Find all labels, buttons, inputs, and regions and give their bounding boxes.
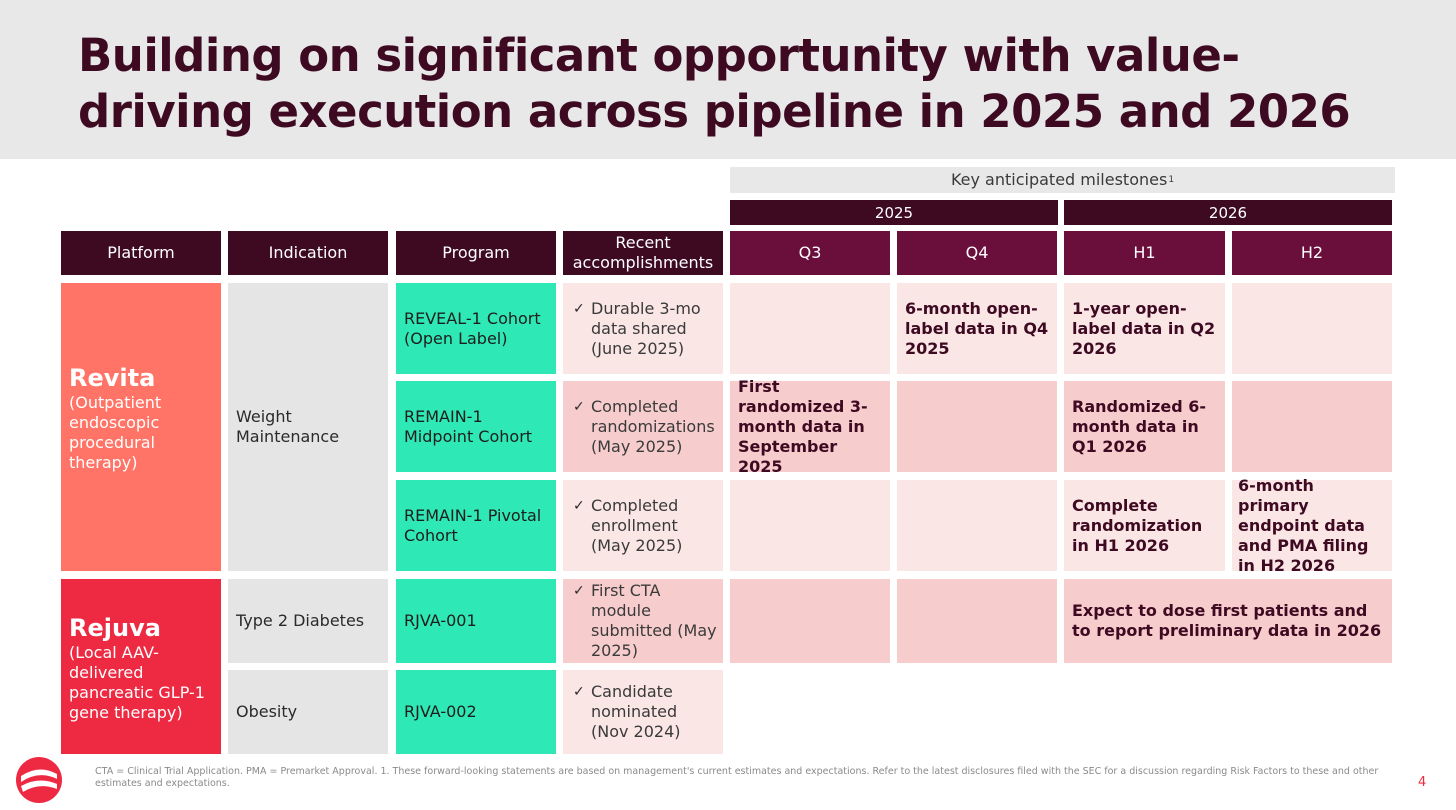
milestone-rjva-001-h1-h2: Expect to dose first patients and to rep…	[1064, 579, 1392, 663]
recent-remain-1-pivotal: ✓ Completed enrollment (May 2025)	[563, 480, 723, 571]
indication-type-2-diabetes: Type 2 Diabetes	[228, 579, 388, 663]
check-icon: ✓	[573, 398, 585, 415]
milestone-reveal-1-h2	[1232, 283, 1392, 374]
milestone-remain-1-midpoint-h1: Randomized 6-month data in Q1 2026	[1064, 381, 1225, 472]
program-remain-1-midpoint: REMAIN-1 Midpoint Cohort	[396, 381, 556, 472]
col-header-platform: Platform	[61, 231, 221, 275]
milestone-remain-1-midpoint-h2	[1232, 381, 1392, 472]
milestone-remain-1-midpoint-q3: First randomized 3-month data in Septemb…	[730, 377, 890, 476]
col-header-recent: Recent accomplishments	[563, 231, 723, 275]
col-header-h1: H1	[1064, 231, 1225, 275]
col-header-program: Program	[396, 231, 556, 275]
recent-rjva-001-text: First CTA module submitted (May 2025)	[591, 581, 717, 660]
milestone-remain-1-pivotal-q4	[897, 480, 1057, 571]
check-icon: ✓	[573, 583, 585, 599]
company-logo-icon	[16, 757, 62, 803]
program-reveal-1: REVEAL-1 Cohort (Open Label)	[396, 283, 556, 374]
col-header-indication: Indication	[228, 231, 388, 275]
milestone-remain-1-pivotal-q3	[730, 480, 890, 571]
col-header-q4: Q4	[897, 231, 1057, 275]
milestones-header-label: Key anticipated milestones	[950, 170, 1168, 189]
col-header-h2: H2	[1232, 231, 1392, 275]
milestone-rjva-001-q3	[730, 579, 890, 663]
check-icon: ✓	[573, 497, 585, 514]
page-number: 4	[1418, 775, 1427, 790]
platform-revita-name: Revita	[69, 364, 156, 392]
milestones-header: Key anticipated milestones 1	[730, 167, 1395, 193]
recent-rjva-001: ✓ First CTA module submitted (May 2025)	[563, 579, 723, 663]
col-header-q3: Q3	[730, 231, 890, 275]
recent-remain-1-midpoint-text: Completed randomizations (May 2025)	[591, 396, 715, 456]
milestone-rjva-001-q4	[897, 579, 1057, 663]
header-band	[0, 0, 1456, 159]
milestone-remain-1-pivotal-h1: Complete randomization in H1 2026	[1064, 480, 1225, 571]
recent-rjva-002-text: Candidate nominated (Nov 2024)	[591, 682, 681, 741]
milestones-header-sup: 1	[1168, 175, 1175, 185]
recent-remain-1-midpoint: ✓ Completed randomizations (May 2025)	[563, 381, 723, 472]
milestone-reveal-1-h1: 1-year open-label data in Q2 2026	[1064, 283, 1225, 374]
page-title: Building on significant opportunity with…	[78, 29, 1351, 138]
milestone-reveal-1-q4: 6-month open-label data in Q4 2025	[897, 283, 1057, 374]
recent-reveal-1-text: Durable 3-mo data shared (June 2025)	[591, 298, 701, 358]
program-remain-1-pivotal: REMAIN-1 Pivotal Cohort	[396, 480, 556, 571]
program-rjva-002: RJVA-002	[396, 670, 556, 754]
milestone-remain-1-midpoint-q4	[897, 381, 1057, 472]
platform-rejuva: Rejuva (Local AAV-delivered pancreatic G…	[61, 579, 221, 754]
platform-revita: Revita (Outpatient endoscopic procedural…	[61, 283, 221, 571]
check-icon: ✓	[573, 684, 585, 700]
year-2025-header: 2025	[730, 200, 1058, 225]
milestone-reveal-1-q3	[730, 283, 890, 374]
platform-rejuva-desc: (Local AAV-delivered pancreatic GLP-1 ge…	[69, 643, 205, 722]
footnote: CTA = Clinical Trial Application. PMA = …	[95, 766, 1379, 789]
check-icon: ✓	[573, 300, 585, 317]
platform-rejuva-name: Rejuva	[69, 614, 161, 642]
indication-weight-maintenance: Weight Maintenance	[228, 283, 388, 571]
recent-remain-1-pivotal-text: Completed enrollment (May 2025)	[591, 495, 683, 555]
recent-rjva-002: ✓ Candidate nominated (Nov 2024)	[563, 670, 723, 754]
year-2026-header: 2026	[1064, 200, 1392, 225]
recent-reveal-1: ✓ Durable 3-mo data shared (June 2025)	[563, 283, 723, 374]
indication-obesity: Obesity	[228, 670, 388, 754]
program-rjva-001: RJVA-001	[396, 579, 556, 663]
milestone-remain-1-pivotal-h2: 6-month primary endpoint data and PMA fi…	[1232, 476, 1392, 575]
platform-revita-desc: (Outpatient endoscopic procedural therap…	[69, 393, 162, 472]
